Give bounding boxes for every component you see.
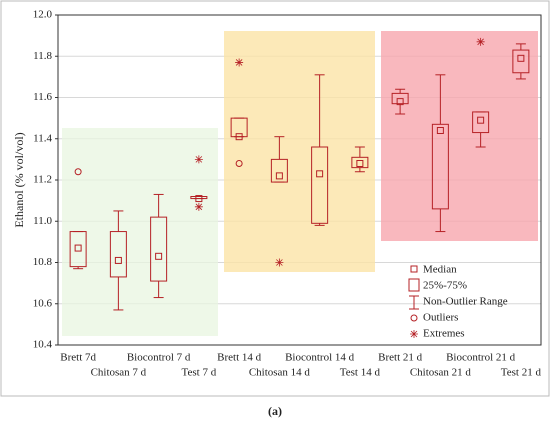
y-axis-label: Ethanol (% vol/vol): [12, 132, 26, 227]
box: [391, 92, 409, 105]
box: [150, 216, 168, 282]
caption: (a): [268, 404, 282, 418]
legend-outlier-symbol: [410, 314, 418, 322]
x-tick-label: Test 14 d: [340, 367, 381, 379]
median: [195, 195, 203, 203]
outlier: [74, 168, 82, 176]
median: [275, 172, 283, 180]
legend-label: 25%-75%: [423, 280, 467, 292]
median: [316, 170, 324, 178]
x-tick-label: Brett 7d: [60, 352, 96, 364]
median: [155, 252, 163, 260]
median: [477, 116, 485, 124]
x-tick-label: Chitosan 21 d: [410, 367, 472, 379]
green-region: [62, 128, 218, 336]
x-tick-label: Test 21 d: [501, 367, 542, 379]
legend-whisker-symbol: [409, 295, 419, 310]
median: [517, 54, 525, 62]
median: [114, 256, 122, 264]
legend-label: Extremes: [423, 328, 465, 340]
x-tick-label: Brett 21 d: [378, 352, 422, 364]
legend-label: Outliers: [423, 312, 458, 324]
extreme: [275, 258, 284, 267]
median: [396, 98, 404, 106]
y-tick-label: 11.8: [33, 50, 52, 62]
extreme: [194, 155, 203, 164]
box: [431, 123, 449, 210]
box: [190, 196, 208, 200]
legend-median-symbol: [410, 265, 418, 273]
box: [69, 231, 87, 268]
median: [235, 133, 243, 141]
x-tick-label: Test 7 d: [182, 367, 217, 379]
median: [356, 160, 364, 167]
y-tick-label: 10.6: [33, 297, 53, 309]
x-tick-label: Biocontrol 14 d: [285, 352, 355, 364]
legend-extreme-symbol: [410, 330, 418, 338]
legend-label: Non-Outlier Range: [423, 296, 508, 308]
x-tick-label: Chitosan 7 d: [91, 367, 147, 379]
yellow-region: [224, 31, 375, 272]
y-tick-label: 11.4: [33, 132, 52, 144]
box: [109, 231, 127, 278]
box: [311, 146, 329, 224]
y-tick-label: 10.4: [33, 339, 53, 351]
legend-box-symbol: [408, 278, 420, 292]
x-tick-label: Brett 14 d: [217, 352, 261, 364]
median: [74, 244, 82, 252]
y-tick-label: 11.2: [33, 174, 52, 186]
legend-label: Median: [423, 264, 457, 276]
box: [230, 117, 248, 138]
x-tick-label: Chitosan 14 d: [249, 367, 311, 379]
y-tick-label: 12.0: [33, 9, 53, 21]
marks: [69, 37, 530, 311]
extreme: [476, 37, 485, 46]
x-tick-label: Biocontrol 21 d: [446, 352, 516, 364]
outlier: [235, 160, 243, 167]
box: [472, 111, 490, 134]
box: [512, 49, 530, 74]
box: [270, 158, 288, 183]
median: [436, 127, 444, 134]
y-tick-label: 11.0: [33, 215, 52, 227]
extreme: [235, 58, 244, 67]
x-tick-label: Biocontrol 7 d: [127, 352, 191, 364]
legend: Median 25%-75% Non-Outlier Range Outlier…: [408, 264, 508, 340]
y-tick-label: 10.8: [33, 256, 53, 268]
extreme: [194, 202, 203, 211]
box: [351, 156, 369, 169]
y-tick-label: 11.6: [33, 91, 52, 103]
red-region: [381, 31, 538, 241]
